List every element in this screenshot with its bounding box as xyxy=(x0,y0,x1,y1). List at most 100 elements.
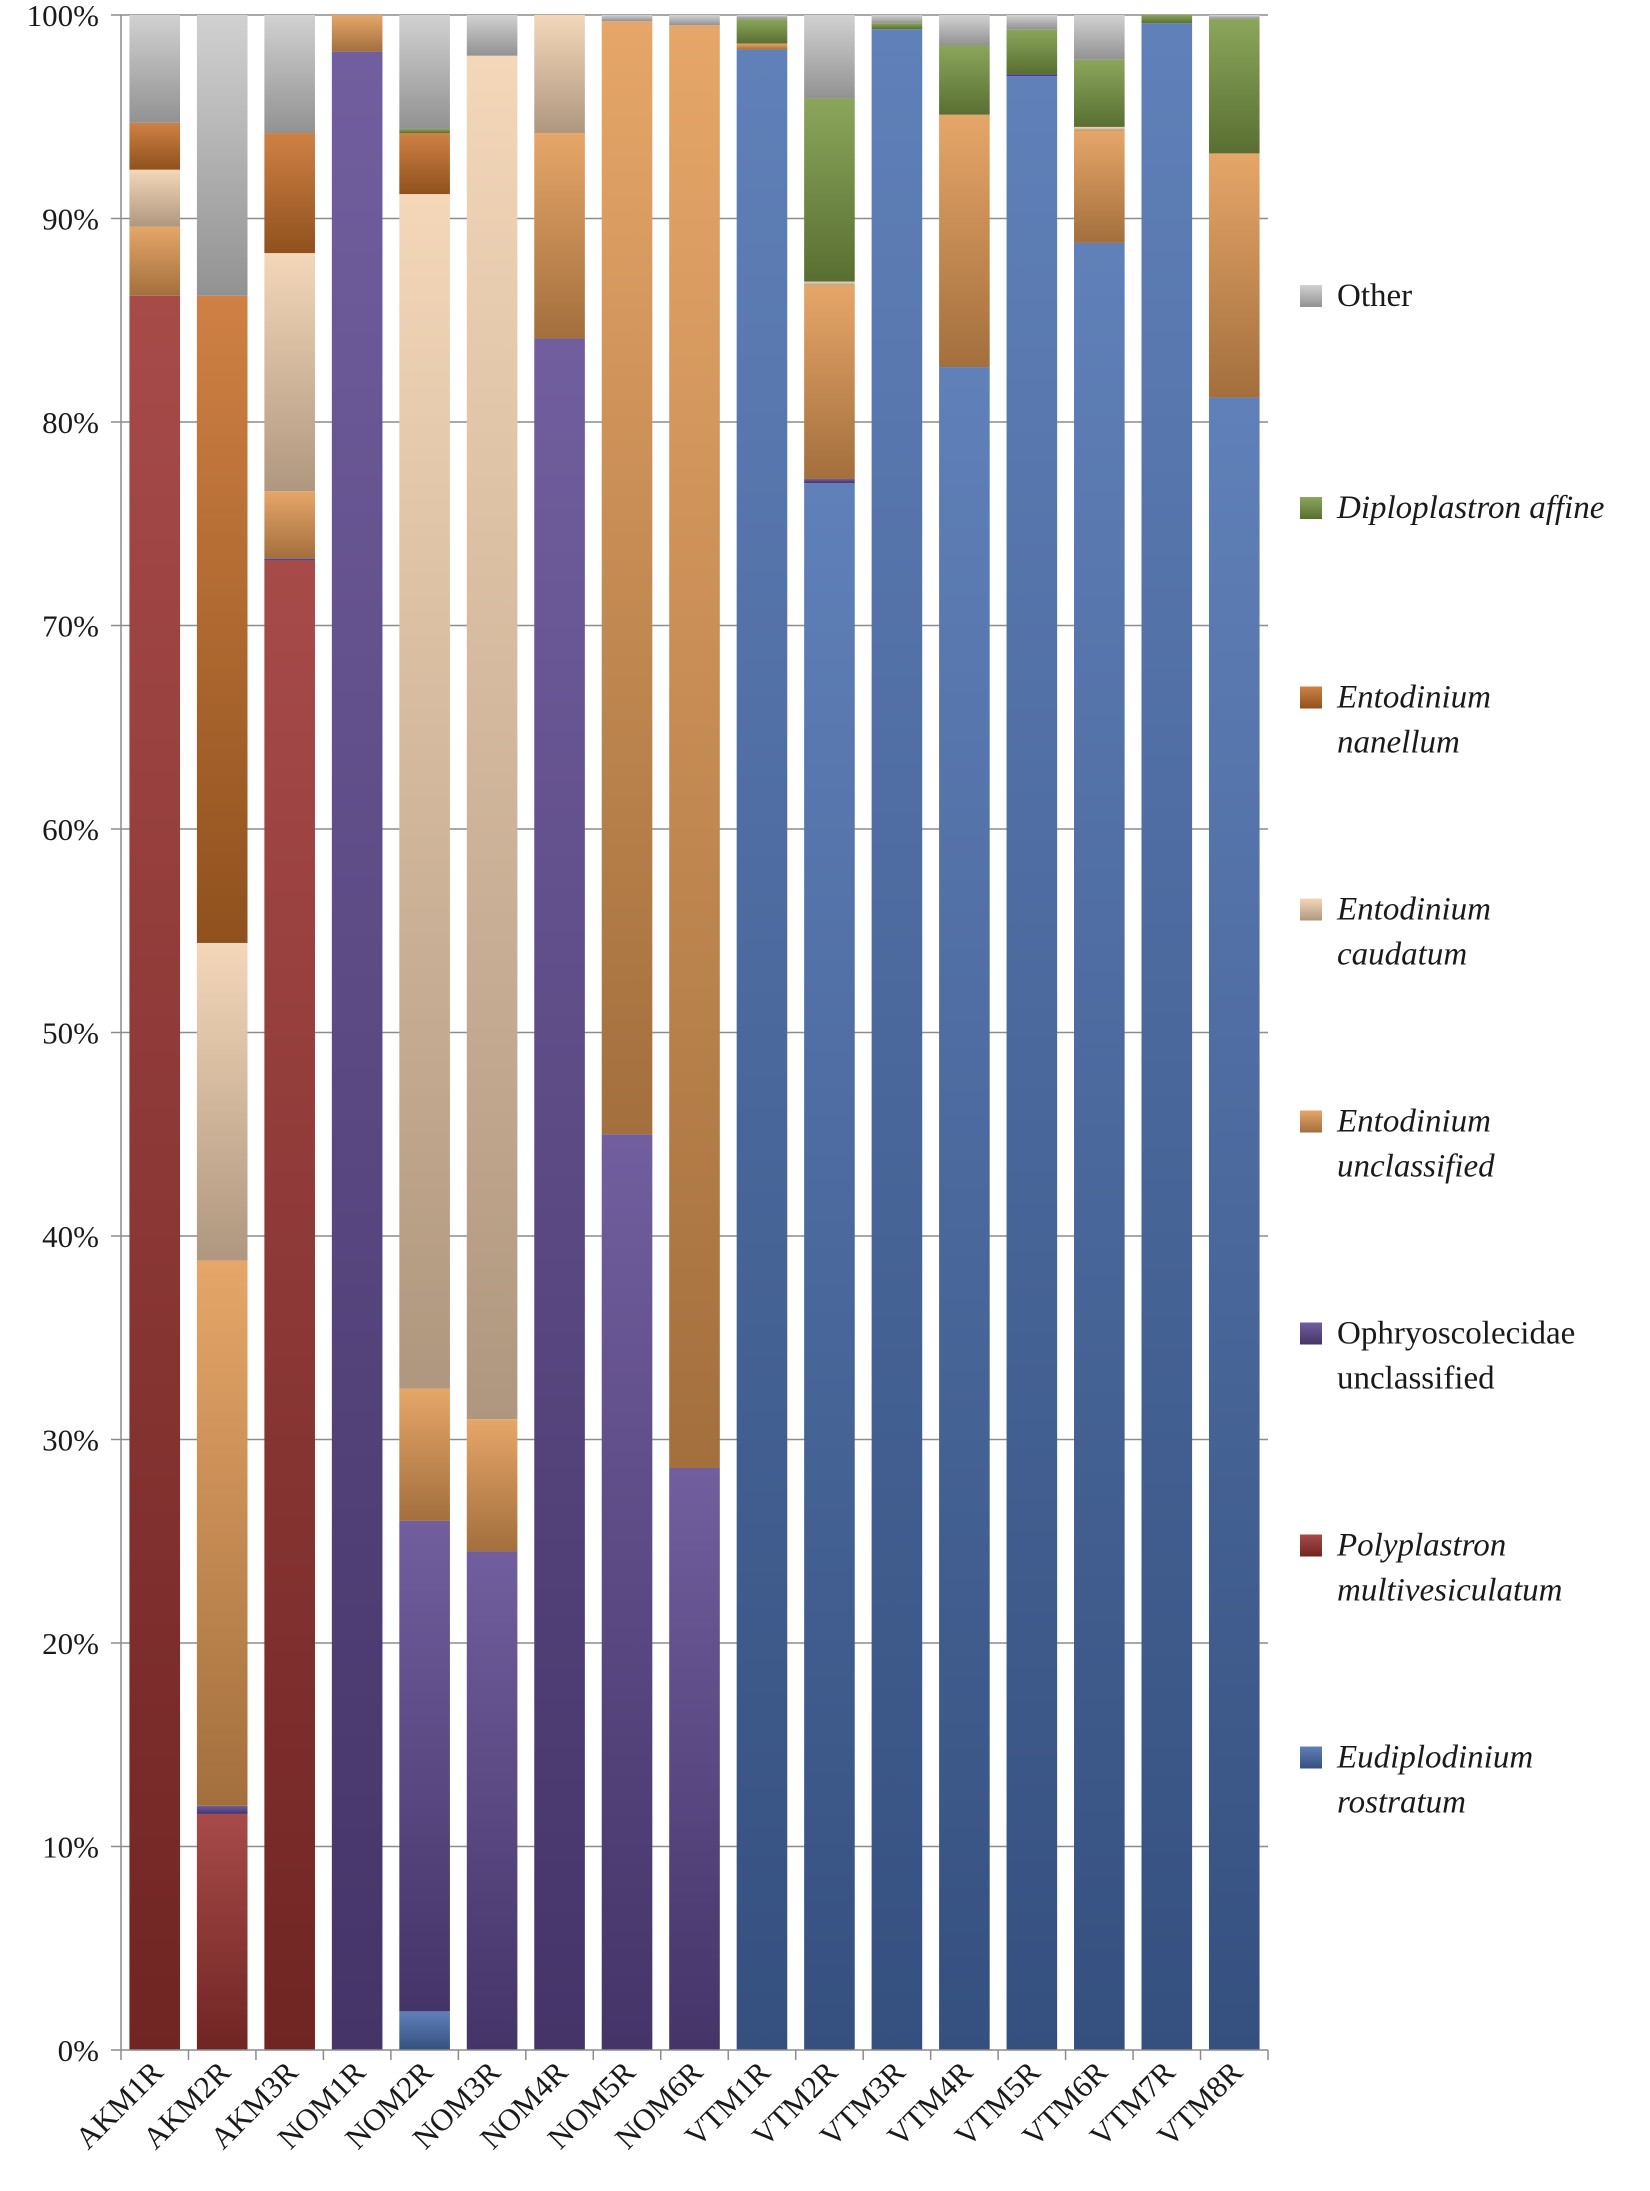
legend-label: nanellum xyxy=(1337,725,1460,761)
bar-segment xyxy=(736,19,788,44)
bar-segment xyxy=(1006,74,1058,77)
bar-segment xyxy=(871,23,923,30)
bar-segment xyxy=(1074,59,1125,127)
bar-segment xyxy=(264,560,315,2050)
bar-segment xyxy=(196,1805,248,1814)
bar-segment xyxy=(1141,15,1193,24)
bar-stack-vtm5r xyxy=(1006,15,1058,2050)
y-tick-label: 40% xyxy=(42,1219,99,1254)
legend-item: Entodinium unclassified xyxy=(1300,1104,1495,1185)
legend-label: rostratum xyxy=(1337,1785,1466,1821)
y-tick-label: 80% xyxy=(42,405,99,440)
bar-stack-vtm6r xyxy=(1074,15,1125,2050)
bar-segment xyxy=(939,45,990,115)
y-tick-labels: 0% 10% 20% 30% 40% 50% 60% 70% 80% 90% 100% xyxy=(27,0,99,2068)
bar-segment xyxy=(264,253,315,492)
legend-label: Polyplastron xyxy=(1336,1528,1506,1564)
legend-swatch xyxy=(1300,1322,1322,1345)
bar-segment xyxy=(534,338,585,2051)
bar-stack-vtm7r xyxy=(1141,15,1193,2050)
bar-segment xyxy=(804,98,855,282)
legend-item: Ophryoscolecidae unclassified xyxy=(1300,1316,1575,1397)
bar-segment xyxy=(1074,126,1125,131)
bar-segment xyxy=(804,285,855,479)
bar-segment xyxy=(196,1260,248,1806)
bar-segment xyxy=(129,226,181,296)
bar-segment xyxy=(804,15,855,99)
bar-segment xyxy=(804,483,855,2050)
bars xyxy=(129,15,1260,2051)
bar-segment xyxy=(399,15,450,129)
legend-label: unclassified xyxy=(1337,1149,1495,1185)
bar-segment xyxy=(669,1467,720,2050)
bar-segment xyxy=(669,15,720,26)
bar-segment xyxy=(331,15,383,52)
bar-stack-vtm2r xyxy=(804,15,855,2050)
legend-label: multivesiculatum xyxy=(1337,1573,1562,1609)
y-tick-label: 70% xyxy=(42,609,99,644)
bar-segment xyxy=(466,1551,518,2050)
x-tick-labels: AKM1RAKM2RAKM3RNOM1RNOM2RNOM3RNOM4RNOM5R… xyxy=(68,2054,1249,2156)
y-tick-label: 20% xyxy=(42,1626,99,1661)
legend-label: caudatum xyxy=(1337,937,1467,973)
bar-segment xyxy=(804,478,855,484)
bar-segment xyxy=(939,367,990,2051)
legend-swatch xyxy=(1300,1110,1322,1133)
legend-label: Diploplastron affine xyxy=(1336,490,1604,526)
bar-segment xyxy=(196,15,248,296)
bar-segment xyxy=(399,1388,450,1521)
legend-item: Other xyxy=(1300,278,1412,314)
legend-label: unclassified xyxy=(1337,1361,1495,1397)
bar-segment xyxy=(466,15,518,56)
bar-stack-nom4r xyxy=(534,15,585,2051)
axes xyxy=(111,14,1269,2060)
y-tick-label: 60% xyxy=(42,812,99,847)
bar-stack-akm3r xyxy=(264,15,315,2050)
bar-segment xyxy=(196,942,248,1261)
legend-label: Entodinium xyxy=(1336,1104,1491,1140)
bar-segment xyxy=(399,2011,450,2050)
legend-item: Eudiplodinium rostratum xyxy=(1300,1740,1533,1821)
bar-segment xyxy=(129,15,181,123)
bar-segment xyxy=(196,295,248,943)
bar-stack-vtm8r xyxy=(1208,15,1260,2051)
bar-segment xyxy=(466,55,518,1420)
legend-swatch xyxy=(1300,1746,1322,1769)
bar-segment xyxy=(264,491,315,559)
bar-stack-akm1r xyxy=(129,15,181,2051)
legend-item: Polyplastron multivesiculatum xyxy=(1300,1528,1562,1609)
bar-segment xyxy=(1006,15,1058,30)
y-tick-label: 50% xyxy=(42,1016,99,1051)
bar-stack-nom5r xyxy=(601,15,653,2050)
bar-stack-nom3r xyxy=(466,15,518,2050)
legend-label: Entodinium xyxy=(1336,680,1491,716)
bar-segment xyxy=(399,128,450,134)
legend: Other Diploplastron affine Entodinium nanel… xyxy=(1300,278,1604,1821)
y-tick-label: 10% xyxy=(42,1830,99,1865)
bar-segment xyxy=(601,15,653,22)
legend-swatch xyxy=(1300,1534,1322,1557)
bar-segment xyxy=(669,25,720,1468)
bar-segment xyxy=(1208,397,1260,2051)
legend-swatch xyxy=(1300,686,1322,709)
bar-stack-vtm4r xyxy=(939,15,990,2051)
bar-segment xyxy=(1006,76,1058,2050)
bar-segment xyxy=(331,51,383,2050)
bar-segment xyxy=(871,29,923,2051)
bar-segment xyxy=(1074,130,1125,243)
bar-segment xyxy=(534,15,585,134)
bar-segment xyxy=(129,169,181,227)
y-tick-label: 100% xyxy=(27,0,99,33)
bar-segment xyxy=(129,295,181,2051)
bar-segment xyxy=(871,15,923,24)
legend-label: Ophryoscolecidae xyxy=(1337,1316,1575,1352)
bar-segment xyxy=(1208,19,1260,154)
bar-segment xyxy=(601,1134,653,2050)
bar-segment xyxy=(1141,23,1193,2050)
bar-segment xyxy=(466,1419,518,1552)
bar-segment xyxy=(736,15,788,20)
bar-segment xyxy=(399,1520,450,2012)
bar-segment xyxy=(601,21,653,1135)
